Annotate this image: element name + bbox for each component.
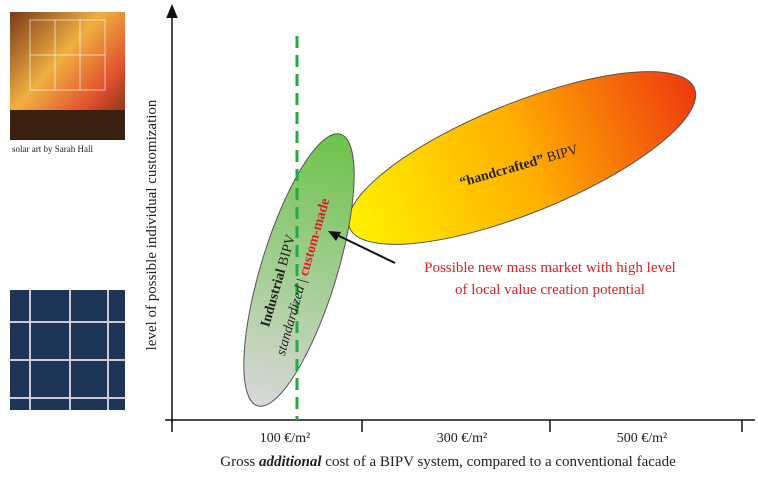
x-label-emphasis: additional	[259, 454, 322, 470]
industrial-ellipse	[243, 133, 355, 407]
annotation: Possible new mass market with high level	[424, 260, 676, 276]
arrow-head	[328, 231, 341, 241]
x-label-part: Gross	[220, 454, 259, 470]
industrial-sep: |	[294, 274, 311, 289]
solar-panel-photo	[10, 290, 125, 410]
art-photo	[10, 12, 125, 140]
x-label-part: cost of a BIPV system, compared to a con…	[322, 454, 677, 470]
axes	[165, 4, 755, 432]
annotation-arrow	[334, 233, 396, 264]
x-axis-label: Gross additional cost of a BIPV system, …	[220, 454, 676, 470]
photo-caption: solar art by Sarah Hall	[12, 144, 93, 154]
x-tick-label: 500 €/m²	[617, 431, 667, 446]
x-tick-label: 300 €/m²	[437, 431, 487, 446]
handcrafted-ellipse	[347, 71, 697, 245]
y-axis-label: level of possible individual customizati…	[144, 99, 160, 350]
annotation: of local value creation potential	[455, 282, 645, 298]
x-tick-label: 100 €/m²	[260, 431, 310, 446]
